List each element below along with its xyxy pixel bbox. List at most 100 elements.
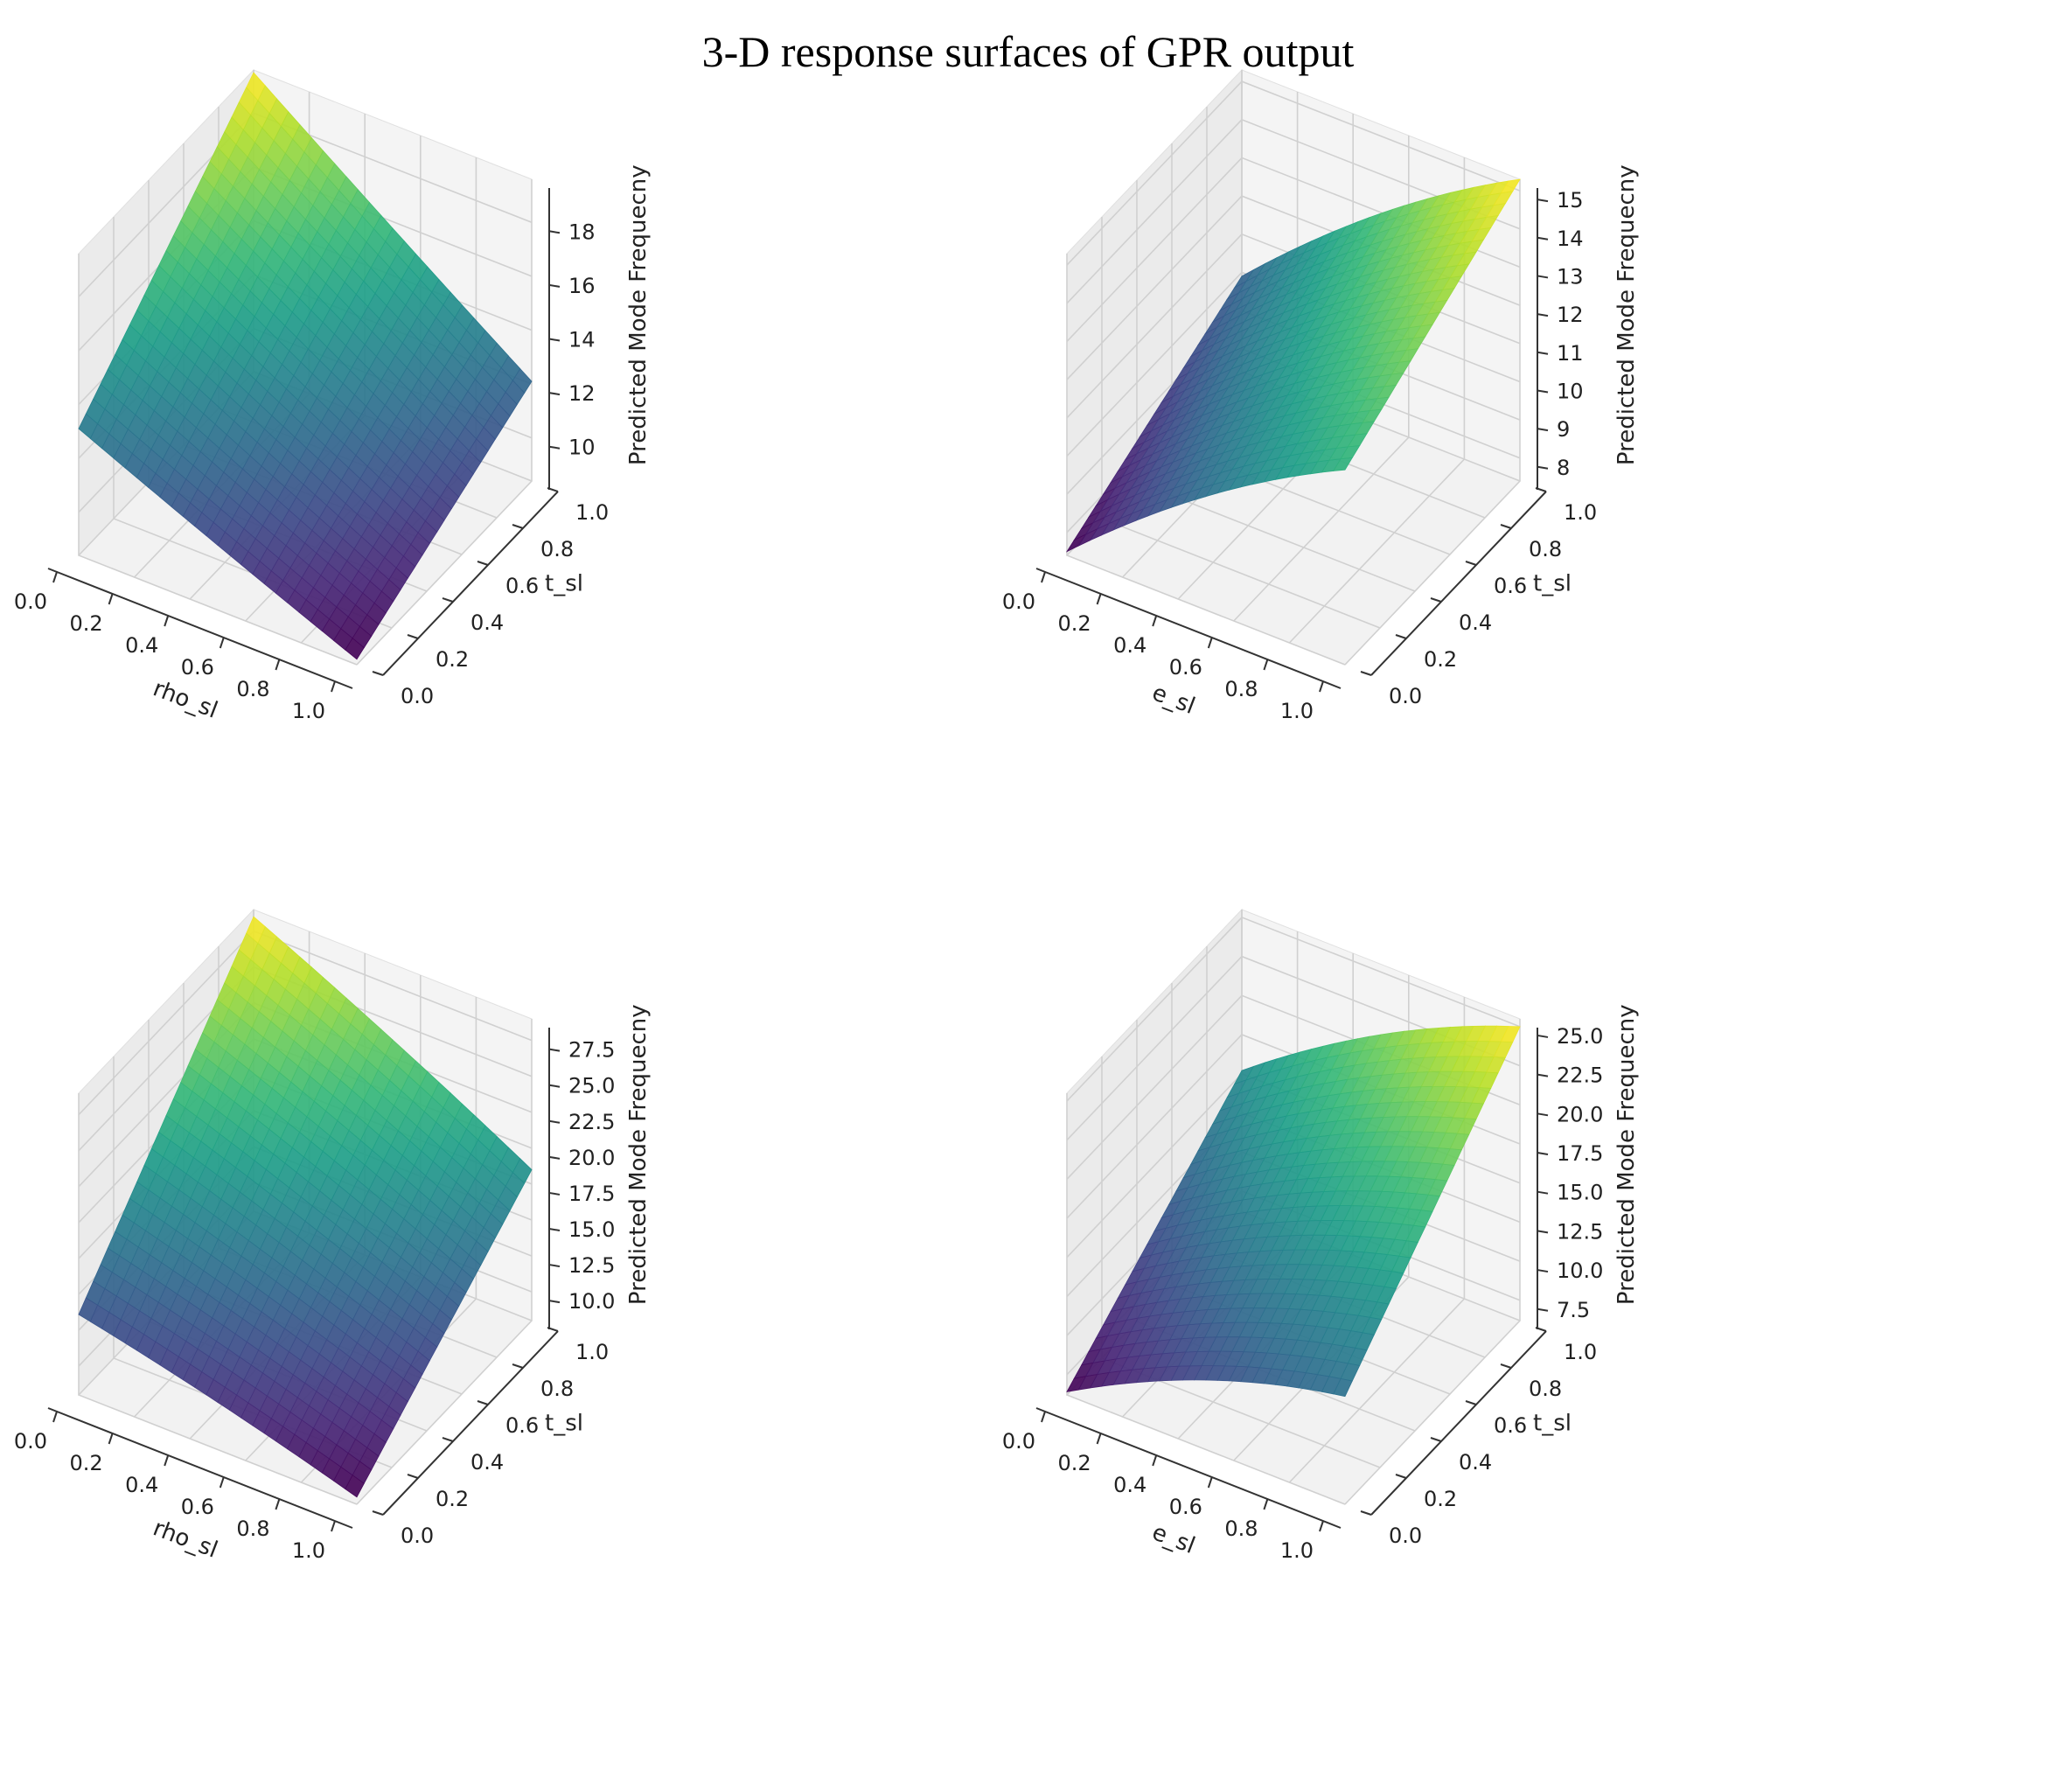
x-tick (331, 680, 336, 693)
y-gridline (1066, 254, 1346, 666)
y-tick-label: 0.8 (540, 537, 574, 561)
z-tick (1537, 428, 1549, 432)
y-tick-label: 0.4 (470, 1450, 504, 1475)
z-tick (1537, 1152, 1549, 1155)
x-tick-label: 0.2 (70, 611, 103, 636)
surface-plot-e-sl-2: 0.00.20.40.60.81.0e_sl 0.00.20.40.60.81.0… (1002, 908, 1640, 1563)
x-axis-label: e_sl (1148, 1519, 1198, 1559)
z-axis-label: Predicted Mode Frequecny (625, 164, 652, 465)
y-tick (442, 1437, 454, 1442)
x-tick (108, 1433, 114, 1445)
y-tick (442, 597, 454, 603)
x-tick-label: 0.0 (14, 589, 47, 614)
y-gridline (78, 254, 358, 666)
x-tick-label: 0.8 (236, 1517, 269, 1541)
x-tick (1096, 593, 1102, 605)
y-tick-label: 0.0 (401, 1524, 434, 1548)
y-tick-label: 0.6 (1494, 574, 1527, 598)
z-tick (1537, 1190, 1549, 1195)
y-axis-line (1370, 1330, 1547, 1516)
x-tick-label: 0.2 (1058, 1451, 1091, 1475)
x-tick-label: 0.0 (14, 1429, 47, 1454)
z-tick-label: 25.0 (1557, 1024, 1603, 1049)
y-tick (1430, 597, 1442, 603)
z-axis-label: Predicted Mode Frequecny (1613, 1004, 1640, 1305)
x-tick-label: 1.0 (1280, 699, 1314, 723)
z-tick (1537, 1269, 1549, 1273)
y-tick-label: 0.2 (436, 1487, 469, 1511)
y-tick-label: 0.2 (1424, 1487, 1457, 1511)
z-tick (1537, 236, 1549, 241)
x-tick-label: 0.0 (1002, 1429, 1035, 1454)
y-tick (477, 1400, 489, 1405)
x-tick-label: 1.0 (292, 699, 325, 723)
z-tick (1537, 1034, 1549, 1038)
z-tick-label: 12 (1557, 303, 1584, 327)
z-tick (1537, 465, 1549, 470)
y-tick (1360, 671, 1372, 676)
x-tick-label: 0.8 (1224, 677, 1258, 701)
x-tick (219, 1476, 225, 1489)
x-tick (1152, 1454, 1158, 1467)
z-tick (548, 1119, 561, 1124)
x-tick-label: 0.8 (236, 677, 269, 701)
z-tick-label: 20.0 (568, 1146, 615, 1170)
z-tick (1537, 1307, 1549, 1312)
surface-facet (1333, 1377, 1353, 1398)
y-tick-label: 0.6 (505, 1413, 539, 1438)
x-tick (164, 615, 170, 627)
z-tick (1537, 199, 1549, 203)
x-tick (1319, 1520, 1324, 1532)
y-axis-line (1370, 491, 1547, 676)
y-tick (1465, 1400, 1477, 1405)
z-tick (548, 445, 561, 450)
y-tick (1395, 1474, 1407, 1479)
z-tick (548, 338, 561, 342)
y-tick (477, 561, 489, 566)
z-tick-label: 12 (568, 381, 596, 406)
x-tick (52, 571, 58, 583)
z-tick (1537, 351, 1549, 355)
z-tick (1537, 1112, 1549, 1117)
surface-facet (345, 1475, 365, 1498)
z-tick-label: 10 (568, 436, 596, 460)
y-tick-label: 0.2 (436, 647, 469, 672)
x-tick-label: 0.6 (181, 655, 214, 680)
x-tick-label: 0.4 (125, 633, 158, 658)
x-axis-line (1035, 1407, 1342, 1529)
y-tick-label: 0.2 (1424, 647, 1457, 672)
x-axis-line (1035, 568, 1342, 689)
z-tick (548, 283, 561, 288)
z-tick-label: 10.0 (1557, 1259, 1603, 1283)
z-tick-label: 15 (1557, 188, 1584, 213)
y-tick (372, 671, 384, 676)
y-tick (1395, 634, 1407, 639)
z-tick (1537, 275, 1549, 279)
z-tick-label: 14 (568, 328, 596, 352)
x-tick-label: 0.4 (1113, 1473, 1146, 1497)
z-tick (548, 1228, 561, 1231)
x-tick (164, 1454, 170, 1467)
x-axis-line (47, 568, 353, 689)
z-tick-label: 13 (1557, 264, 1584, 289)
z-tick (548, 1084, 561, 1088)
y-axis-label: t_sl (545, 571, 583, 597)
y-tick (407, 634, 419, 639)
z-tick-label: 22.5 (1557, 1063, 1603, 1088)
z-tick (548, 230, 561, 234)
y-tick (512, 524, 524, 529)
x-tick (1207, 637, 1213, 649)
z-tick-label: 7.5 (1557, 1298, 1590, 1322)
x-tick (108, 593, 114, 605)
figure-title: 3-D response surfaces of GPR output (701, 27, 1355, 76)
x-tick (1152, 615, 1158, 627)
x-tick (1263, 659, 1269, 671)
y-tick-label: 0.0 (1389, 1524, 1422, 1548)
z-tick-label: 17.5 (568, 1182, 615, 1206)
y-tick (512, 1363, 524, 1369)
z-tick-label: 10 (1557, 379, 1584, 403)
x-tick-label: 0.6 (1169, 655, 1202, 680)
x-axis-label: rho_sl (150, 675, 221, 723)
y-tick (372, 1510, 384, 1516)
